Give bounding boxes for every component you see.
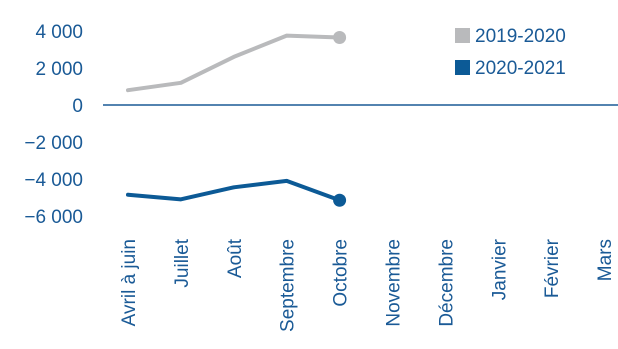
- y-axis-ticks: 4 000 2 000 0 −2 000 −4 000 −6 000: [24, 22, 83, 228]
- data-point: [284, 179, 289, 183]
- x-tick-label: Février: [542, 238, 563, 298]
- series-layer: [126, 30, 347, 207]
- y-tick-label: 2 000: [35, 59, 83, 80]
- x-tick-label: Janvier: [489, 238, 510, 300]
- y-tick-label: 0: [72, 96, 83, 117]
- y-tick-label: −2 000: [24, 133, 83, 154]
- legend-swatch: [455, 28, 470, 43]
- data-point: [179, 197, 183, 202]
- legend: 2019-2020 2020-2021: [455, 26, 566, 79]
- data-point: [126, 192, 130, 197]
- x-tick-label: Décembre: [436, 239, 457, 327]
- series-end-marker: [333, 193, 347, 207]
- chart-title: (: [88, 0, 95, 1]
- y-tick-label: 4 000: [35, 22, 83, 43]
- x-tick-label: Mars: [595, 239, 616, 281]
- x-tick-label: Octobre: [331, 239, 352, 307]
- series-line-2: [126, 178, 342, 203]
- data-point: [232, 185, 236, 190]
- legend-label: 2019-2020: [475, 26, 566, 47]
- y-tick-label: −4 000: [24, 170, 83, 191]
- x-tick-label: Juillet: [172, 238, 193, 287]
- x-tick-label: Avril à juin: [119, 239, 140, 326]
- legend-label: 2020-2021: [475, 58, 566, 79]
- data-point: [284, 33, 289, 38]
- x-tick-label: Août: [225, 238, 246, 278]
- legend-swatch: [455, 60, 470, 75]
- data-point: [179, 81, 183, 85]
- series-end-marker: [333, 30, 347, 44]
- x-axis-ticks: Avril à juin Juillet Août Septembre Octobre N…: [119, 238, 616, 332]
- series-line-1: [126, 33, 342, 93]
- data-point: [126, 88, 130, 92]
- data-point: [232, 55, 236, 59]
- x-tick-label: Novembre: [384, 239, 405, 327]
- x-tick-label: Septembre: [278, 239, 299, 332]
- y-tick-label: −6 000: [24, 207, 83, 228]
